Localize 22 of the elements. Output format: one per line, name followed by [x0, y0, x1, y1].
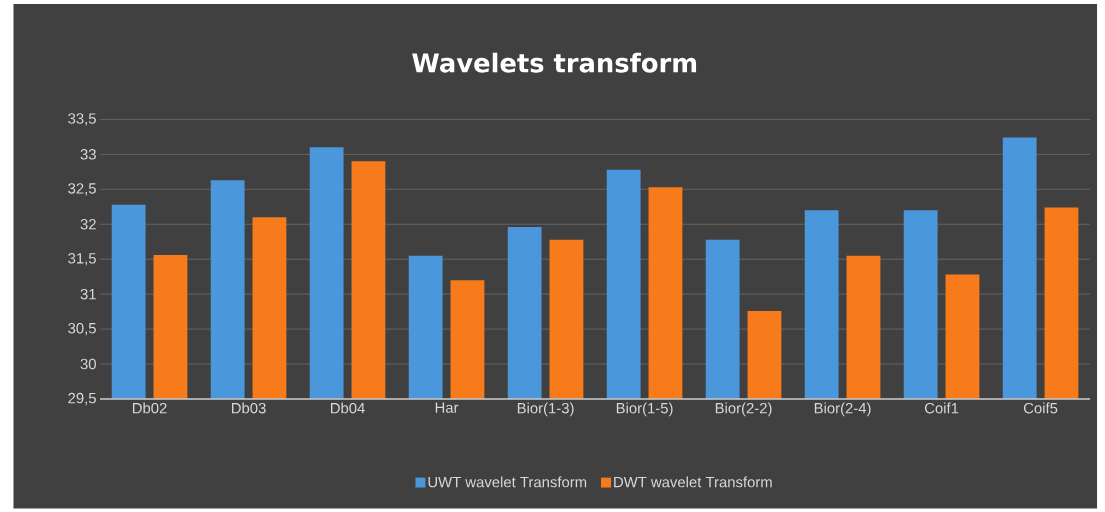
- y-tick-label: 31: [80, 288, 96, 300]
- y-tick-label: 30,5: [68, 322, 96, 336]
- y-tick-label: 29,5: [68, 392, 96, 405]
- y-tick-label: 33,5: [68, 113, 96, 126]
- y-tick-label: 33: [80, 148, 96, 160]
- x-tick-label: Bior(1-3): [517, 402, 574, 417]
- x-tick-label: Db02: [132, 402, 167, 414]
- chart-title: Wavelets transform: [412, 52, 697, 73]
- x-tick-label: Bior(2-2): [715, 402, 772, 417]
- y-tick-label: 30: [80, 358, 96, 370]
- x-tick-label: Db03: [231, 402, 266, 414]
- x-tick-label: Db04: [330, 402, 365, 414]
- x-tick-label: Coif1: [924, 402, 959, 414]
- x-tick-label: Har: [435, 402, 459, 413]
- x-tick-label: Bior(1-5): [616, 402, 673, 417]
- x-tick-label: Bior(2-4): [814, 402, 871, 417]
- y-tick-label: 32: [80, 218, 96, 230]
- y-tick-label: 32,5: [68, 182, 96, 196]
- legend-label: UWT wavelet Transform: [428, 476, 587, 488]
- x-tick-label: Coif5: [1023, 402, 1058, 414]
- legend-label: DWT wavelet Transform: [614, 476, 772, 488]
- y-tick-label: 31,5: [68, 252, 96, 266]
